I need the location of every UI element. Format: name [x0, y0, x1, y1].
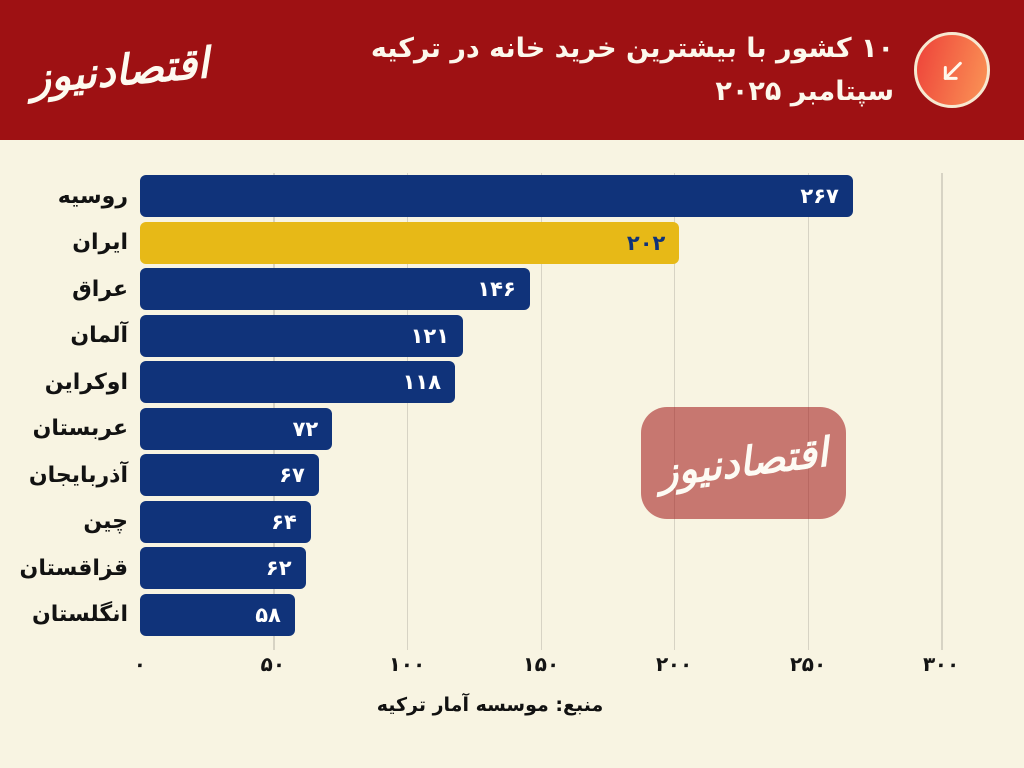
bar: ۶۷	[140, 454, 319, 497]
bar-row: ایران ۲۰۲	[0, 220, 941, 267]
bar: ۱۱۸	[140, 361, 456, 404]
country-label: چین	[83, 509, 128, 535]
bar-track: ۲۰۲	[140, 221, 941, 264]
x-tick-label: ۲۰۰	[654, 652, 694, 676]
bar-value: ۲۰۲	[626, 230, 666, 255]
x-axis-ticks: ۰ ۵۰ ۱۰۰ ۱۵۰ ۲۰۰ ۲۵۰ ۳۰۰	[133, 638, 960, 682]
arrow-down-left-icon	[914, 32, 990, 108]
bar-track: ۶۴	[140, 500, 941, 543]
bar: ۱۲۱	[140, 314, 464, 357]
x-tick-label: ۱۰۰	[387, 652, 427, 676]
country-label: انگلستان	[32, 602, 128, 628]
bar-value: ۵۸	[255, 602, 281, 627]
bar-row: چین ۶۴	[0, 499, 941, 546]
bar-row: عراق ۱۴۶	[0, 266, 941, 313]
country-label: عراق	[72, 276, 128, 302]
bar: ۶۲	[140, 547, 306, 590]
bar-row: قزاقستان ۶۲	[0, 545, 941, 592]
bar-value: ۲۶۷	[800, 184, 839, 209]
country-label: قزاقستان	[19, 555, 128, 581]
bar: ۱۴۶	[140, 268, 530, 311]
bar-row: عربستان ۷۲	[0, 406, 941, 453]
bar-track: ۱۱۸	[140, 361, 941, 404]
bar-value: ۱۱۸	[402, 370, 442, 395]
header: اقتصادنیوز ۱۰ کشور با بیشترین خرید خانه …	[0, 0, 1024, 140]
bar-value: ۶۲	[265, 556, 292, 581]
bar-value: ۱۲۱	[410, 323, 450, 348]
bar-track: ۶۲	[140, 547, 941, 590]
country-label: آلمان	[70, 323, 128, 349]
plot-area: روسیه ۲۶۷ ایران ۲۰۲ عراق ۱۴۶ آلمان ۱۲۱	[0, 173, 943, 650]
bar-value: ۱۴۶	[477, 277, 516, 302]
country-label: آذربایجان	[28, 462, 128, 488]
bar-track: ۵۸	[140, 593, 941, 636]
x-tick-label: ۱۵۰	[521, 652, 560, 676]
bar-row: اوکراین ۱۱۸	[0, 359, 941, 406]
bar-value: ۶۷	[279, 463, 305, 488]
bar: ۲۰۲	[140, 221, 680, 264]
country-label: اوکراین	[44, 369, 128, 395]
bar-value: ۶۴	[271, 509, 297, 534]
arrow-down-left-glyph	[943, 61, 962, 80]
bar-rows: روسیه ۲۶۷ ایران ۲۰۲ عراق ۱۴۶ آلمان ۱۲۱	[0, 173, 941, 638]
country-label: روسیه	[57, 183, 128, 209]
chart-subtitle: سپتامبر ۲۰۲۵	[715, 76, 894, 107]
country-label: عربستان	[32, 416, 128, 442]
bar-track: ۶۷	[140, 454, 941, 497]
x-tick-label: ۳۰۰	[921, 652, 961, 676]
bar: ۷۲	[140, 407, 333, 450]
bar: ۶۴	[140, 500, 311, 543]
chart-title: ۱۰ کشور با بیشترین خرید خانه در ترکیه	[370, 32, 894, 64]
country-label: ایران	[72, 230, 128, 256]
source-caption: منبع: موسسه آمار ترکیه	[376, 694, 604, 716]
bar-track: ۲۶۷	[140, 175, 941, 218]
x-tick-label: ۰	[133, 652, 147, 676]
bar: ۵۸	[140, 593, 295, 636]
bar-track: ۱۴۶	[140, 268, 941, 311]
bar-row: انگلستان ۵۸	[0, 592, 941, 639]
bar: ۲۶۷	[140, 175, 853, 218]
brand-logo: اقتصادنیوز	[28, 37, 211, 103]
bar-track: ۱۲۱	[140, 314, 941, 357]
bar-track: ۷۲	[140, 407, 941, 450]
bar-row: روسیه ۲۶۷	[0, 173, 941, 220]
x-tick-label: ۲۵۰	[788, 652, 827, 676]
bar-row: آذربایجان ۶۷	[0, 452, 941, 499]
x-tick-label: ۵۰	[260, 652, 287, 676]
bar-chart: روسیه ۲۶۷ ایران ۲۰۲ عراق ۱۴۶ آلمان ۱۲۱	[0, 173, 1024, 716]
bar-row: آلمان ۱۲۱	[0, 313, 941, 360]
gridline	[941, 173, 943, 650]
bar-value: ۷۲	[292, 416, 319, 441]
title-block: ۱۰ کشور با بیشترین خرید خانه در ترکیه سپ…	[371, 27, 894, 113]
